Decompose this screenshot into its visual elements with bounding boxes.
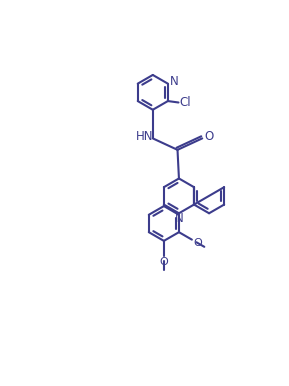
Text: N: N — [170, 75, 179, 88]
Text: O: O — [160, 257, 168, 267]
Text: N: N — [175, 212, 183, 225]
Text: HN: HN — [136, 130, 153, 142]
Text: O: O — [193, 238, 202, 248]
Text: Cl: Cl — [179, 96, 191, 109]
Text: O: O — [204, 130, 213, 142]
